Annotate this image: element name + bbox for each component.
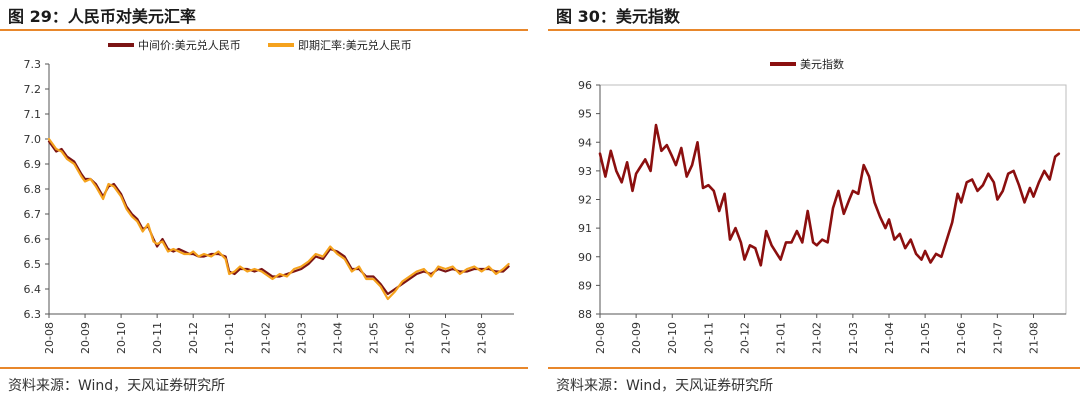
x-tick-label: 20-10 — [115, 322, 128, 354]
x-tick-label: 21-01 — [223, 322, 236, 354]
figure-30-title: 图 30：美元指数 — [556, 7, 680, 26]
legend-label: 即期汇率:美元兑人民币 — [298, 38, 412, 52]
legend-label: 中间价:美元兑人民币 — [138, 38, 241, 52]
x-tick-label: 21-04 — [331, 322, 344, 354]
series-line-2 — [47, 137, 510, 301]
y-tick-label: 91 — [578, 222, 592, 235]
x-tick-label: 20-08 — [594, 322, 607, 354]
title-rule — [548, 29, 1080, 31]
y-tick-label: 96 — [578, 79, 592, 92]
figure-30-source: 资料来源：Wind，天风证券研究所 — [556, 378, 774, 394]
x-tick-label: 21-06 — [955, 322, 968, 354]
x-tick-label: 20-11 — [151, 322, 164, 354]
x-tick-label: 21-02 — [811, 322, 824, 354]
figure-29-panel: 图 29：人民币对美元汇率 6.3 6.4 6.5 6.6 6.7 6.8 6.9 7.0 7.… — [0, 0, 528, 405]
x-tick-label: 21-07 — [440, 322, 453, 354]
x-tick-label: 20-11 — [702, 322, 715, 354]
y-tick-label: 6.5 — [24, 258, 42, 271]
y-tick-label: 89 — [578, 279, 592, 292]
x-tick-label: 21-08 — [1027, 322, 1040, 354]
x-tick-label: 20-12 — [187, 322, 200, 354]
usd-cny-chart: 6.3 6.4 6.5 6.6 6.7 6.8 6.9 7.0 7.1 7.2 7.3 20-08 20… — [24, 38, 514, 354]
figure-29-title: 图 29：人民币对美元汇率 — [8, 7, 196, 26]
y-tick-label: 88 — [578, 308, 592, 321]
y-tick-label: 92 — [578, 194, 592, 207]
x-tick-label: 20-08 — [43, 322, 56, 354]
y-tick-label: 95 — [578, 108, 592, 121]
y-tick-label: 6.8 — [24, 183, 42, 196]
x-tick-label: 21-08 — [476, 322, 489, 354]
source-rule — [548, 367, 1080, 369]
y-tick-label: 7.3 — [24, 58, 42, 71]
y-tick-label: 6.6 — [24, 233, 42, 246]
x-tick-label: 21-07 — [991, 322, 1004, 354]
title-rule — [0, 29, 528, 31]
y-tick-label: 7.2 — [24, 83, 42, 96]
x-tick-label: 21-03 — [847, 322, 860, 354]
x-tick-label: 21-03 — [295, 322, 308, 354]
x-tick-label: 21-05 — [919, 322, 932, 354]
x-tick-label: 20-09 — [79, 322, 92, 354]
y-tick-label: 6.3 — [24, 308, 42, 321]
x-tick-label: 21-04 — [883, 322, 896, 354]
legend-label: 美元指数 — [800, 57, 844, 71]
figure-30-panel: 图 30：美元指数 88 89 90 91 92 93 94 95 96 20-08 20-09 20… — [548, 0, 1080, 405]
figure-29-source: 资料来源：Wind，天风证券研究所 — [8, 378, 226, 394]
y-tick-label: 94 — [578, 136, 592, 149]
y-tick-label: 7.1 — [24, 108, 42, 121]
x-tick-label: 21-02 — [259, 322, 272, 354]
y-tick-label: 6.7 — [24, 208, 42, 221]
series-line-1 — [47, 140, 510, 296]
y-tick-label: 6.9 — [24, 158, 42, 171]
y-tick-label: 6.4 — [24, 283, 42, 296]
x-tick-label: 20-09 — [630, 322, 643, 354]
x-tick-label: 20-12 — [738, 322, 751, 354]
x-tick-label: 20-10 — [666, 322, 679, 354]
dollar-index-chart: 88 89 90 91 92 93 94 95 96 20-08 20-09 20-10 20-11 20… — [578, 57, 1067, 354]
x-tick-label: 21-01 — [775, 322, 788, 354]
y-tick-label: 7.0 — [24, 133, 42, 146]
x-tick-label: 21-05 — [367, 322, 380, 354]
y-tick-label: 93 — [578, 165, 592, 178]
y-tick-label: 90 — [578, 251, 592, 264]
source-rule — [0, 367, 528, 369]
x-tick-label: 21-06 — [403, 322, 416, 354]
series-line-1 — [598, 123, 1061, 267]
